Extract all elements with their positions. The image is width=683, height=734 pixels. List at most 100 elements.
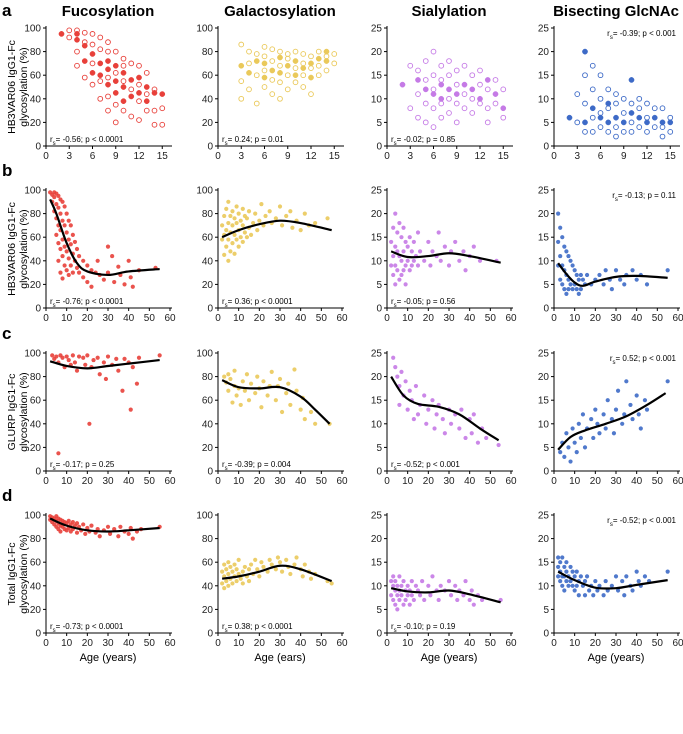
x-tick-label: 10 (233, 313, 245, 324)
x-tick-label: 30 (443, 476, 455, 487)
data-point-filled (636, 114, 643, 121)
data-point-open (246, 48, 252, 55)
x-tick-label: 50 (652, 638, 664, 649)
data-point (224, 244, 229, 249)
y-tick-label: 60 (30, 71, 42, 82)
data-point (232, 232, 237, 237)
data-point-open (315, 48, 322, 55)
data-point (105, 354, 111, 359)
data-point-open (284, 51, 291, 57)
data-point-open (284, 86, 291, 93)
data-point (81, 258, 86, 263)
y-tick-label: 100 (24, 511, 41, 522)
data-point-open (461, 91, 468, 97)
data-point (232, 216, 237, 221)
data-point-open (644, 100, 650, 107)
data-point-open (477, 67, 483, 74)
data-point (582, 445, 588, 450)
y-tick-label: 0 (207, 142, 213, 153)
x-tick-label: 10 (402, 476, 414, 487)
data-point (226, 258, 231, 263)
data-point (558, 578, 563, 584)
data-point (630, 416, 635, 422)
data-point-filled (238, 62, 245, 69)
data-point-filled (628, 110, 635, 116)
x-tick-label: 12 (641, 151, 653, 162)
data-point (240, 239, 245, 245)
x-tick-label: 15 (329, 151, 341, 162)
data-point (613, 574, 619, 579)
data-point (556, 211, 561, 216)
data-point (279, 223, 285, 228)
data-point (56, 258, 61, 263)
data-point-open (667, 128, 674, 135)
data-point (66, 218, 71, 223)
data-point (325, 216, 330, 221)
y-tick-label: 25 (371, 511, 383, 522)
x-tick-label: 50 (652, 476, 664, 487)
x-tick-label: 40 (123, 476, 135, 487)
data-point (389, 239, 394, 245)
data-point (284, 557, 289, 562)
data-point (564, 249, 569, 254)
data-point (665, 569, 670, 574)
data-point (253, 557, 258, 562)
row-letter-c: c (2, 324, 11, 343)
data-point-filled (74, 31, 80, 37)
fit-line (390, 250, 501, 264)
stat-label: rs= -0.13; p = 0.11 (612, 191, 676, 203)
data-point (72, 360, 78, 365)
data-point (240, 581, 245, 586)
x-tick-label: 40 (123, 313, 135, 324)
data-point-open (300, 72, 307, 79)
data-point-filled (246, 69, 252, 76)
data-point (81, 355, 86, 360)
data-point-open (469, 110, 476, 116)
data-point (255, 374, 260, 379)
data-point (558, 225, 563, 230)
data-point (62, 263, 67, 268)
data-point (395, 230, 400, 235)
data-point-filled (58, 31, 65, 37)
y-tick-label: 5 (543, 118, 549, 129)
x-tick-label: 10 (569, 476, 581, 487)
data-point-open (89, 60, 96, 67)
x-tick-label: 10 (569, 638, 581, 649)
data-point (255, 228, 260, 233)
data-point (442, 431, 447, 436)
y-tick-label: 100 (24, 24, 41, 35)
data-point-filled (323, 58, 330, 64)
x-tick-label: 60 (336, 638, 348, 649)
y-tick-label: 25 (538, 24, 550, 35)
data-point-filled (151, 90, 158, 96)
data-point (560, 583, 565, 588)
data-point (564, 578, 569, 584)
x-tick-label: 0 (43, 151, 49, 162)
stat-label: rs= -0.02; p = 0.85 (391, 135, 456, 147)
y-tick-label: 20 (202, 443, 214, 454)
data-point (242, 388, 247, 393)
data-point-open (605, 86, 612, 93)
data-point (415, 412, 421, 417)
y-tick-label: 0 (35, 467, 41, 478)
data-point (234, 204, 239, 209)
data-point-filled (500, 105, 507, 112)
data-point-open (308, 91, 314, 97)
y-tick-label: 15 (371, 71, 383, 82)
data-point (463, 268, 468, 273)
data-point-open (620, 95, 627, 102)
data-point (397, 220, 402, 226)
data-point-open (422, 77, 429, 83)
data-point (591, 435, 596, 441)
data-point (222, 374, 227, 379)
data-point (568, 564, 573, 570)
data-point (226, 571, 231, 577)
data-point (107, 531, 113, 536)
data-point-open (97, 34, 104, 41)
data-point (58, 246, 63, 252)
x-tick-label: 20 (590, 638, 602, 649)
data-point-filled (143, 98, 150, 105)
data-point (85, 279, 90, 285)
data-point (591, 593, 596, 598)
data-point-filled (308, 74, 314, 81)
